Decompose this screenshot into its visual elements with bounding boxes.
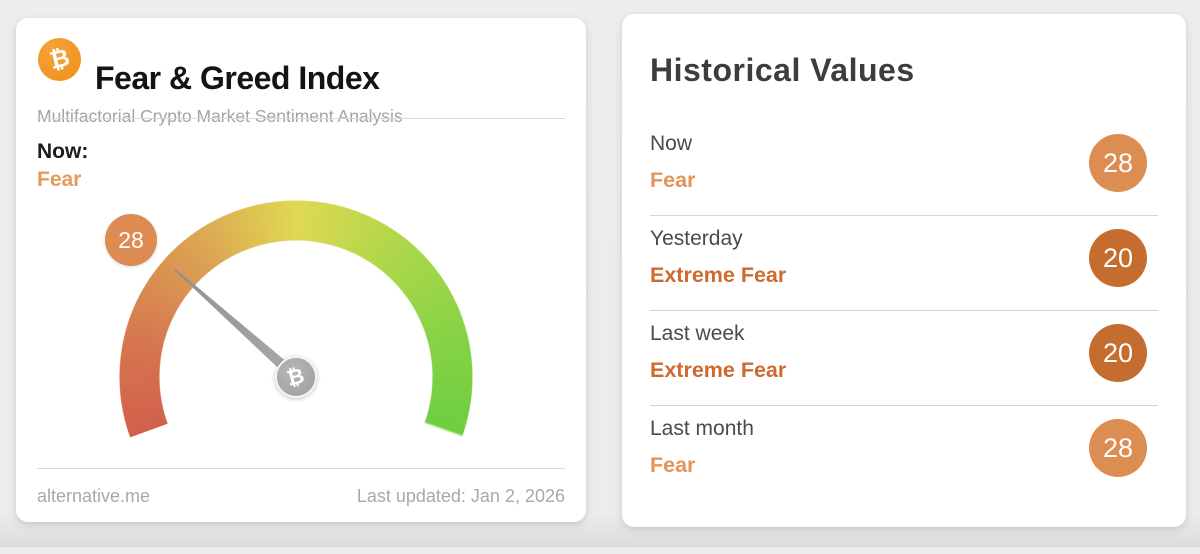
bitcoin-hub-icon: ₿ — [284, 362, 308, 391]
fear-greed-index-card: ₿ Fear & Greed Index Multifactorial Cryp… — [16, 18, 586, 554]
gauge-value-badge: 28 — [105, 214, 157, 266]
history-row-classification: Extreme Fear — [650, 263, 787, 287]
history-row-classification: Extreme Fear — [650, 358, 787, 382]
card-subtitle: Multifactorial Crypto Market Sentiment A… — [37, 106, 403, 126]
header-divider — [37, 118, 565, 119]
now-label: Now: — [37, 140, 89, 163]
history-row: Yesterday Extreme Fear 20 — [650, 216, 1158, 311]
history-row-value-badge: 28 — [1089, 134, 1147, 192]
gauge-hub: ₿ — [275, 356, 317, 398]
bitcoin-icon: ₿ — [38, 38, 81, 81]
historical-rows: Now Fear 28 Yesterday Extreme Fear 20 La… — [650, 121, 1158, 501]
history-row-label: Last month — [650, 417, 754, 440]
history-row-classification: Fear — [650, 168, 696, 192]
history-row: Last month Fear 28 — [650, 406, 1158, 501]
history-row-value-badge: 28 — [1089, 419, 1147, 477]
historical-values-title: Historical Values — [650, 52, 915, 88]
historical-values-card: Historical Values Now Fear 28 Yesterday … — [622, 14, 1186, 527]
sentiment-gauge: 28 ₿ — [16, 18, 586, 554]
history-row-value-badge: 20 — [1089, 324, 1147, 382]
history-row: Last week Extreme Fear 20 — [650, 311, 1158, 406]
history-row-value-badge: 20 — [1089, 229, 1147, 287]
source-link[interactable]: alternative.me — [37, 486, 151, 506]
history-row-label: Last week — [650, 322, 745, 345]
page-title: Fear & Greed Index — [95, 60, 380, 96]
history-row-classification: Fear — [650, 453, 696, 477]
last-updated-text: Last updated: Jan 2, 2026 — [356, 486, 565, 506]
history-row: Now Fear 28 — [650, 121, 1158, 216]
now-classification: Fear — [37, 168, 82, 191]
footer-divider — [37, 468, 565, 469]
history-row-label: Yesterday — [650, 227, 743, 250]
history-row-label: Now — [650, 132, 693, 155]
